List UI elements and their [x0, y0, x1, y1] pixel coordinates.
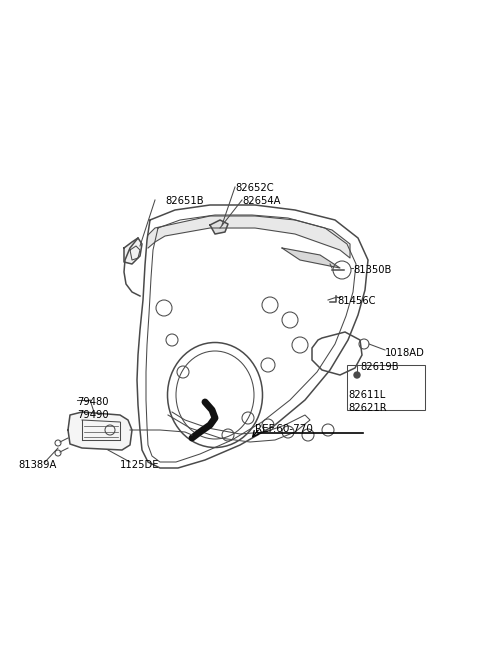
Text: 79490: 79490 [77, 410, 108, 420]
Text: 81389A: 81389A [18, 460, 56, 470]
Text: 82652C: 82652C [235, 183, 274, 193]
Text: 82654A: 82654A [242, 196, 280, 206]
Text: 82651B: 82651B [165, 196, 204, 206]
Text: 79480: 79480 [77, 397, 108, 407]
Text: 81456C: 81456C [337, 296, 375, 306]
Text: 82621R: 82621R [348, 403, 386, 413]
Text: REF.60-770: REF.60-770 [255, 424, 313, 434]
Polygon shape [210, 220, 228, 234]
Text: 1125DE: 1125DE [120, 460, 159, 470]
Polygon shape [68, 412, 132, 450]
Polygon shape [282, 248, 340, 268]
Bar [347, 365, 425, 410]
Text: 82619B: 82619B [360, 362, 398, 372]
Text: 82611L: 82611L [348, 390, 385, 400]
Text: 81350B: 81350B [353, 265, 391, 275]
Polygon shape [148, 216, 350, 258]
Circle shape [354, 372, 360, 378]
Polygon shape [124, 238, 142, 264]
Text: 1018AD: 1018AD [385, 348, 425, 358]
